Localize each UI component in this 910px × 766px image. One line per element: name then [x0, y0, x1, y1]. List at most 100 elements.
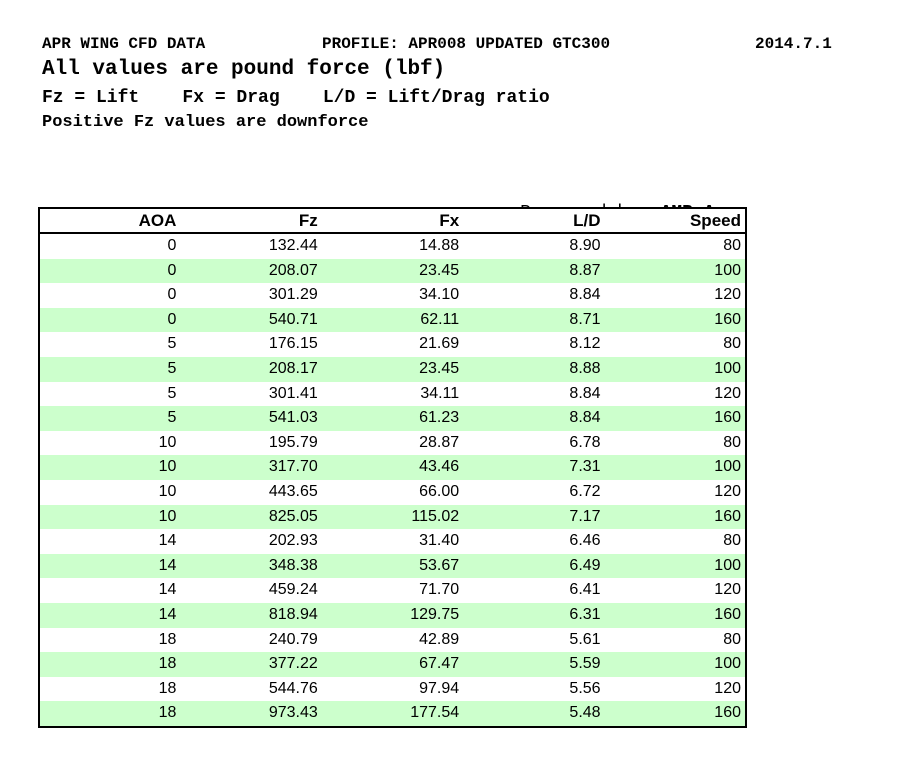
symbol-legend: Fz = Lift Fx = Drag L/D = Lift/Drag rati… — [42, 88, 550, 108]
table-cell: 66.00 — [419, 482, 460, 500]
table-cell: 5 — [167, 335, 177, 353]
column-header-speed: Speed — [604, 208, 746, 234]
table-cell: 160 — [714, 507, 741, 525]
table-cell: 0 — [167, 310, 177, 328]
table-cell: 177.54 — [410, 704, 460, 722]
table-cell: 100 — [714, 556, 741, 574]
table-row: 0 132.44 14.88 8.90 80 — [39, 233, 746, 259]
table-cell: 5 — [167, 359, 177, 377]
table-row: 10 443.65 66.00 6.72 120 — [39, 479, 746, 505]
downforce-note: Positive Fz values are downforce — [42, 113, 369, 132]
table-cell: 160 — [714, 409, 741, 427]
table-cell: 34.10 — [419, 286, 460, 304]
table-cell: 540.71 — [268, 310, 318, 328]
table-cell: 541.03 — [268, 409, 318, 427]
table-cell: 8.84 — [569, 286, 601, 304]
table-cell: 5.61 — [569, 630, 601, 648]
table-cell: 160 — [714, 310, 741, 328]
table-cell: 6.46 — [569, 532, 601, 550]
table-row: 14 818.94 129.75 6.31 160 — [39, 602, 746, 628]
table-cell: 10 — [158, 482, 177, 500]
table-row: 14 202.93 31.40 6.46 80 — [39, 529, 746, 554]
table-cell: 18 — [158, 704, 177, 722]
table-cell: 100 — [714, 458, 741, 476]
table-cell: 120 — [714, 384, 741, 402]
table-cell: 71.70 — [419, 581, 460, 599]
table-cell: 8.84 — [569, 384, 601, 402]
table-cell: 120 — [714, 581, 741, 599]
table-cell: 18 — [158, 655, 177, 673]
table-cell: 8.12 — [569, 335, 601, 353]
table-row: 10 195.79 28.87 6.78 80 — [39, 430, 746, 456]
table-cell: 6.78 — [569, 433, 601, 451]
table-cell: 10 — [158, 458, 177, 476]
table-cell: 61.23 — [419, 409, 460, 427]
table-row: 5 301.41 34.11 8.84 120 — [39, 381, 746, 407]
table-row: 14 459.24 71.70 6.41 120 — [39, 578, 746, 603]
table-cell: 240.79 — [268, 630, 318, 648]
table-cell: 97.94 — [419, 679, 460, 697]
table-cell: 115.02 — [411, 507, 460, 525]
table-row: 0 540.71 62.11 8.71 160 — [39, 307, 746, 333]
table-cell: 0 — [167, 286, 177, 304]
table-cell: 18 — [158, 679, 177, 697]
table-row: 10 825.05 115.02 7.17 160 — [39, 504, 746, 530]
table-cell: 825.05 — [268, 507, 318, 525]
table-cell: 100 — [714, 655, 741, 673]
table-cell: 8.90 — [569, 237, 601, 254]
table-cell: 100 — [714, 261, 741, 279]
table-row: 0 208.07 23.45 8.87 100 — [39, 258, 746, 284]
table-cell: 132.44 — [268, 237, 318, 254]
table-cell: 5.48 — [569, 704, 601, 722]
table-row: 5 176.15 21.69 8.12 80 — [39, 332, 746, 357]
table-cell: 8.71 — [569, 310, 601, 328]
table-cell: 120 — [714, 482, 741, 500]
table-cell: 67.47 — [419, 655, 460, 673]
table-row: 18 544.76 97.94 5.56 120 — [39, 676, 746, 702]
table-cell: 42.89 — [419, 630, 460, 648]
table-cell: 818.94 — [268, 605, 318, 623]
table-cell: 0 — [167, 237, 177, 254]
table-cell: 348.38 — [268, 556, 318, 574]
table-row: 5 208.17 23.45 8.88 100 — [39, 356, 746, 382]
table-cell: 43.46 — [419, 458, 460, 476]
table-row: 5 541.03 61.23 8.84 160 — [39, 406, 746, 431]
table-cell: 301.29 — [268, 286, 318, 304]
table-cell: 301.41 — [268, 384, 318, 402]
table-row: 0 301.29 34.10 8.84 120 — [39, 283, 746, 308]
table-row: 10 317.70 43.46 7.31 100 — [39, 455, 746, 480]
table-cell: 62.11 — [420, 310, 460, 328]
table-cell: 160 — [714, 704, 741, 722]
cfd-data-table: AOA Fz Fx L/D Speed 0 132.44 14.88 8.90 80 0 2… — [38, 207, 747, 728]
table-cell: 160 — [714, 605, 741, 623]
table-cell: 53.67 — [419, 556, 460, 574]
table-cell: 23.45 — [419, 261, 460, 279]
table-cell: 129.75 — [410, 605, 460, 623]
table-cell: 28.87 — [419, 433, 460, 451]
table-cell: 6.72 — [569, 482, 601, 500]
table-cell: 100 — [714, 359, 741, 377]
table-row: 18 973.43 177.54 5.48 160 — [39, 701, 746, 727]
table-cell: 14 — [158, 605, 177, 623]
table-cell: 31.40 — [419, 532, 460, 550]
table-cell: 14 — [158, 581, 177, 599]
table-cell: 0 — [167, 261, 177, 279]
table-cell: 120 — [714, 679, 741, 697]
table-cell: 34.11 — [420, 384, 460, 402]
table-cell: 18 — [158, 630, 177, 648]
table-cell: 6.41 — [569, 581, 601, 599]
table-cell: 176.15 — [268, 335, 318, 353]
column-header-fx: Fx — [321, 208, 464, 234]
table-cell: 5 — [167, 409, 177, 427]
table-cell: 6.49 — [569, 556, 601, 574]
profile-label: PROFILE: APR008 UPDATED GTC300 — [322, 35, 611, 53]
revision-date: 2014.7.1 — [755, 35, 832, 53]
table-cell: 14 — [158, 556, 177, 574]
cfd-table-body: 0 132.44 14.88 8.90 80 0 208.07 23.45 8.87 100 0 30… — [39, 233, 746, 727]
table-cell: 459.24 — [268, 581, 318, 599]
table-cell: 120 — [714, 286, 741, 304]
table-cell: 8.87 — [569, 261, 601, 279]
table-cell: 7.17 — [569, 507, 601, 525]
sheet-title: APR WING CFD DATA — [42, 35, 206, 53]
